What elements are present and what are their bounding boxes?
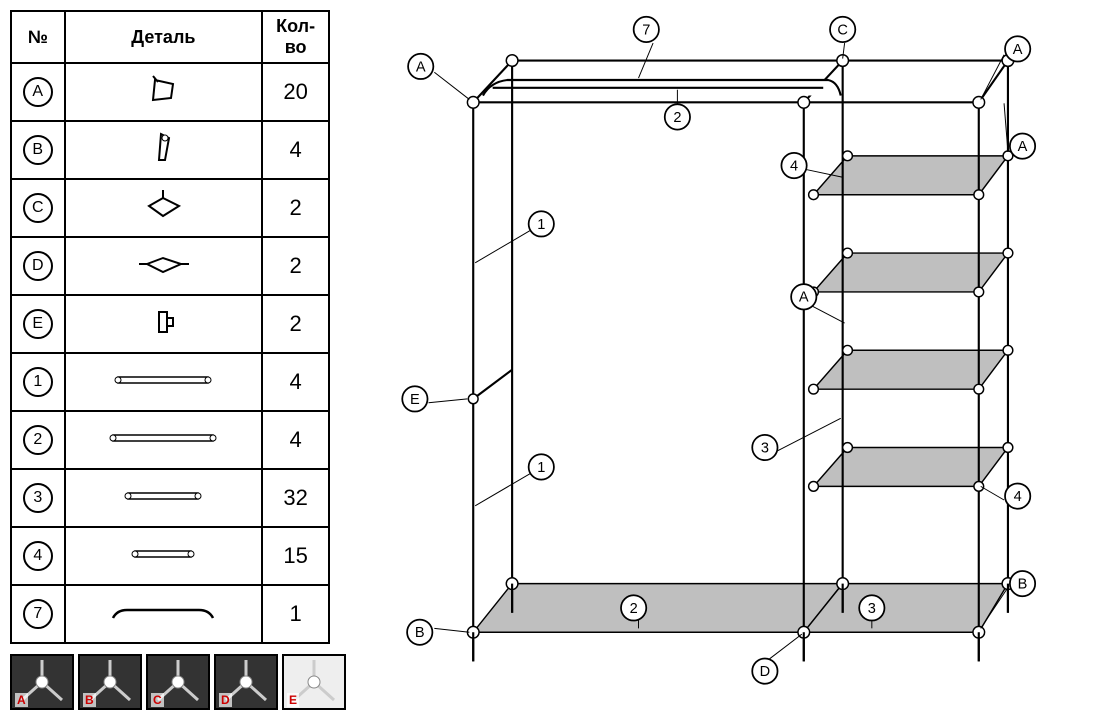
- part-label: C: [23, 193, 53, 223]
- svg-text:D: D: [760, 664, 771, 680]
- callout-C: C: [830, 17, 855, 42]
- callout-D: D: [752, 658, 777, 683]
- part-label: 7: [23, 599, 53, 629]
- part-qty: 4: [262, 121, 329, 179]
- callout-3: 3: [752, 435, 777, 460]
- table-row: 71: [11, 585, 329, 643]
- callout-2: 2: [621, 595, 646, 620]
- part-icon-tube-3: [65, 469, 263, 527]
- svg-text:1: 1: [537, 217, 545, 233]
- svg-text:4: 4: [790, 158, 798, 174]
- svg-text:B: B: [415, 625, 425, 641]
- connector-thumbnails: ABCDE: [10, 654, 346, 710]
- callout-A: A: [1005, 36, 1030, 61]
- part-label: 4: [23, 541, 53, 571]
- shelf-bottom-left: [473, 584, 842, 633]
- table-row: 3 32: [11, 469, 329, 527]
- callout-A: A: [791, 284, 816, 309]
- part-qty: 2: [262, 237, 329, 295]
- table-row: A 20: [11, 63, 329, 121]
- part-label: 3: [23, 483, 53, 513]
- svg-text:7: 7: [642, 22, 650, 38]
- callout-7: 7: [634, 17, 659, 42]
- callout-4: 4: [1005, 483, 1030, 508]
- part-label: 1: [23, 367, 53, 397]
- table-row: 4 15: [11, 527, 329, 585]
- part-label: E: [23, 309, 53, 339]
- part-label: B: [23, 135, 53, 165]
- part-icon-connector-b: [65, 121, 263, 179]
- parts-table: № Деталь Кол-во A20B4C2D2E2142433241571: [10, 10, 330, 644]
- svg-text:2: 2: [673, 110, 681, 126]
- svg-text:3: 3: [868, 601, 876, 617]
- svg-text:B: B: [1018, 576, 1028, 592]
- callout-1: 1: [529, 211, 554, 236]
- callout-A: A: [1010, 133, 1035, 158]
- part-qty: 15: [262, 527, 329, 585]
- callout-E: E: [402, 386, 427, 411]
- svg-text:1: 1: [537, 460, 545, 476]
- part-icon-connector-c: [65, 179, 263, 237]
- part-qty: 4: [262, 411, 329, 469]
- svg-text:A: A: [1013, 42, 1023, 58]
- part-qty: 32: [262, 469, 329, 527]
- callout-2: 2: [665, 104, 690, 129]
- table-row: C2: [11, 179, 329, 237]
- svg-text:C: C: [837, 22, 848, 38]
- svg-text:3: 3: [761, 440, 769, 456]
- callout-A: A: [408, 54, 433, 79]
- part-qty: 4: [262, 353, 329, 411]
- svg-text:A: A: [1018, 139, 1028, 155]
- svg-text:2: 2: [630, 601, 638, 617]
- callout-B: B: [407, 620, 432, 645]
- table-row: E2: [11, 295, 329, 353]
- part-qty: 1: [262, 585, 329, 643]
- table-row: 14: [11, 353, 329, 411]
- part-icon-tube-4: [65, 527, 263, 585]
- thumb-B: B: [78, 654, 142, 710]
- table-row: B4: [11, 121, 329, 179]
- col-qty: Кол-во: [262, 11, 329, 63]
- thumb-A: A: [10, 654, 74, 710]
- part-label: A: [23, 77, 53, 107]
- callout-B: B: [1010, 571, 1035, 596]
- part-qty: 2: [262, 179, 329, 237]
- part-qty: 2: [262, 295, 329, 353]
- part-label: 2: [23, 425, 53, 455]
- thumb-C: C: [146, 654, 210, 710]
- assembly-diagram: A 7 C A 2 4 1 A E 1 3 4 A 2 3 B B D: [376, 10, 1076, 715]
- part-icon-tube-2: [65, 411, 263, 469]
- table-row: D2: [11, 237, 329, 295]
- part-label: D: [23, 251, 53, 281]
- svg-text:A: A: [799, 290, 809, 306]
- part-icon-connector-d: [65, 237, 263, 295]
- svg-text:4: 4: [1014, 489, 1022, 505]
- col-detail: Деталь: [65, 11, 263, 63]
- col-num: №: [11, 11, 65, 63]
- table-row: 24: [11, 411, 329, 469]
- part-icon-rail-7: [65, 585, 263, 643]
- part-icon-connector-a: [65, 63, 263, 121]
- part-icon-tube-1: [65, 353, 263, 411]
- callout-3: 3: [859, 595, 884, 620]
- svg-text:E: E: [410, 392, 420, 408]
- svg-text:A: A: [416, 59, 426, 75]
- part-icon-connector-e: [65, 295, 263, 353]
- thumb-E: E: [282, 654, 346, 710]
- callout-4: 4: [781, 153, 806, 178]
- thumb-D: D: [214, 654, 278, 710]
- part-qty: 20: [262, 63, 329, 121]
- callout-1: 1: [529, 454, 554, 479]
